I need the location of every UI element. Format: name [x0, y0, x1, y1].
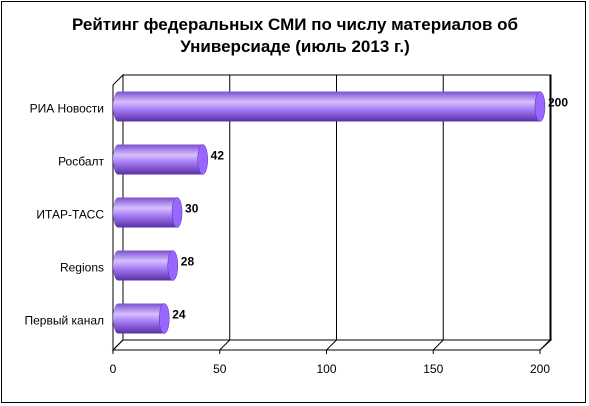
- y-tick-label: Первый канал: [25, 314, 105, 328]
- bar: [113, 250, 179, 281]
- grid-line-floor: [112, 339, 124, 351]
- x-tick-label: 0: [110, 362, 117, 376]
- y-tick-label: Regions: [60, 261, 104, 275]
- value-label: 200: [548, 96, 568, 110]
- value-label: 24: [172, 308, 186, 322]
- x-tick-label: 50: [213, 362, 227, 376]
- x-tick-label: 200: [530, 362, 550, 376]
- grid-line-floor: [432, 339, 444, 351]
- y-tick-label: ИТАР-ТАСС: [36, 208, 104, 222]
- grid-line-floor: [219, 339, 231, 351]
- bar: [113, 303, 170, 334]
- grid-line-floor: [539, 339, 551, 351]
- bar-end: [158, 303, 170, 334]
- y-tick-label: Росбалт: [58, 155, 104, 169]
- bar-body: [113, 144, 208, 175]
- bar-body: [113, 250, 178, 281]
- bar-end: [534, 91, 546, 122]
- bar-end: [167, 250, 179, 281]
- x-tick-label: 150: [423, 362, 443, 376]
- bar-end: [171, 197, 183, 228]
- bar: [113, 144, 208, 175]
- y-tick-label: РИА Новости: [30, 102, 104, 116]
- value-label: 28: [181, 255, 195, 269]
- value-label: 30: [185, 202, 199, 216]
- chart-title: Рейтинг федеральных СМИ по числу материа…: [71, 15, 519, 56]
- bar: [113, 91, 546, 122]
- value-label: 42: [211, 149, 225, 163]
- bar-end: [197, 144, 208, 175]
- bar-body: [113, 197, 183, 228]
- bar-body: [113, 91, 545, 122]
- x-tick-label: 100: [316, 362, 336, 376]
- grid-line-floor: [326, 339, 337, 351]
- bar-body: [113, 303, 170, 334]
- bar: [113, 197, 183, 228]
